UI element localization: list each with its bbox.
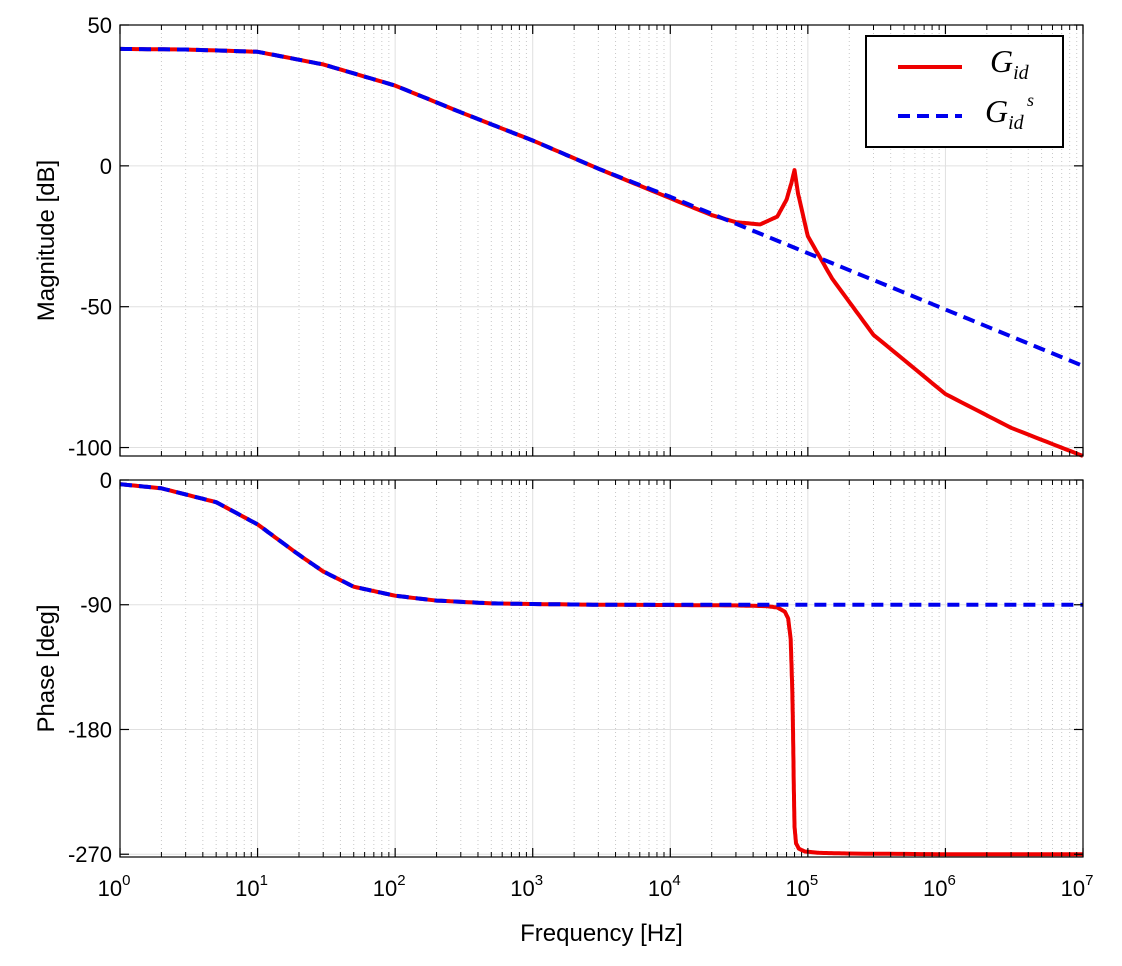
- magnitude-y-tick-labels: 50 0 -50 -100: [68, 13, 112, 461]
- legend-label-gid: Gid: [990, 43, 1030, 84]
- phase-plot-area: [120, 480, 1083, 857]
- y-tick-label: -270: [68, 842, 112, 867]
- y-tick-label: -100: [68, 436, 112, 461]
- y-tick-label: 50: [88, 13, 112, 38]
- x-tick-label: 104: [648, 872, 681, 901]
- y-tick-label: -50: [80, 295, 112, 320]
- legend-label-gid-s: Gid: [985, 93, 1025, 134]
- x-tick-label: 106: [923, 872, 956, 901]
- phase-panel: 0 -90 -180 -270 100 101 102 103 104 105 106 107 Ph…: [33, 468, 1093, 947]
- legend-symbol: G: [990, 43, 1013, 79]
- series-line-gid: [119, 482, 1083, 857]
- legend-subscript: id: [1008, 112, 1025, 134]
- legend-box: [865, 35, 1064, 148]
- phase-ticks: [119, 479, 1084, 857]
- y-tick-label: 0: [100, 468, 112, 493]
- x-tick-labels: 100 101 102 103 104 105 106 107: [98, 872, 1094, 901]
- magnitude-panel: 50 0 -50 -100 Magnitude [dB] Gid Gid s: [33, 13, 1084, 461]
- series-line-gid-s: [119, 46, 1084, 368]
- legend: Gid Gid s: [865, 35, 1064, 148]
- x-tick-label: 101: [235, 872, 268, 901]
- x-tick-label: 100: [98, 872, 131, 901]
- phase-series: [119, 482, 1083, 857]
- phase-y-axis-label: Phase [deg]: [33, 604, 60, 732]
- phase-grid: [119, 479, 1084, 857]
- legend-subscript: id: [1013, 62, 1030, 84]
- y-tick-label: -90: [80, 593, 112, 618]
- phase-axes-frame: [119, 479, 1084, 858]
- x-tick-label: 105: [785, 872, 818, 901]
- x-axis-label: Frequency [Hz]: [520, 920, 683, 947]
- magnitude-series: [119, 46, 1084, 458]
- y-tick-label: 0: [100, 154, 112, 179]
- legend-superscript: s: [1027, 90, 1034, 110]
- magnitude-ticks: [119, 24, 1084, 456]
- legend-symbol: G: [985, 93, 1008, 129]
- x-tick-label: 107: [1061, 872, 1094, 901]
- magnitude-y-axis-label: Magnitude [dB]: [33, 160, 60, 321]
- y-tick-label: -180: [68, 717, 112, 742]
- phase-y-tick-labels: 0 -90 -180 -270: [68, 468, 112, 867]
- series-line-gid-s: [119, 482, 1083, 607]
- x-tick-label: 103: [510, 872, 543, 901]
- magnitude-axes-frame: [119, 24, 1084, 457]
- x-tick-label: 102: [373, 872, 406, 901]
